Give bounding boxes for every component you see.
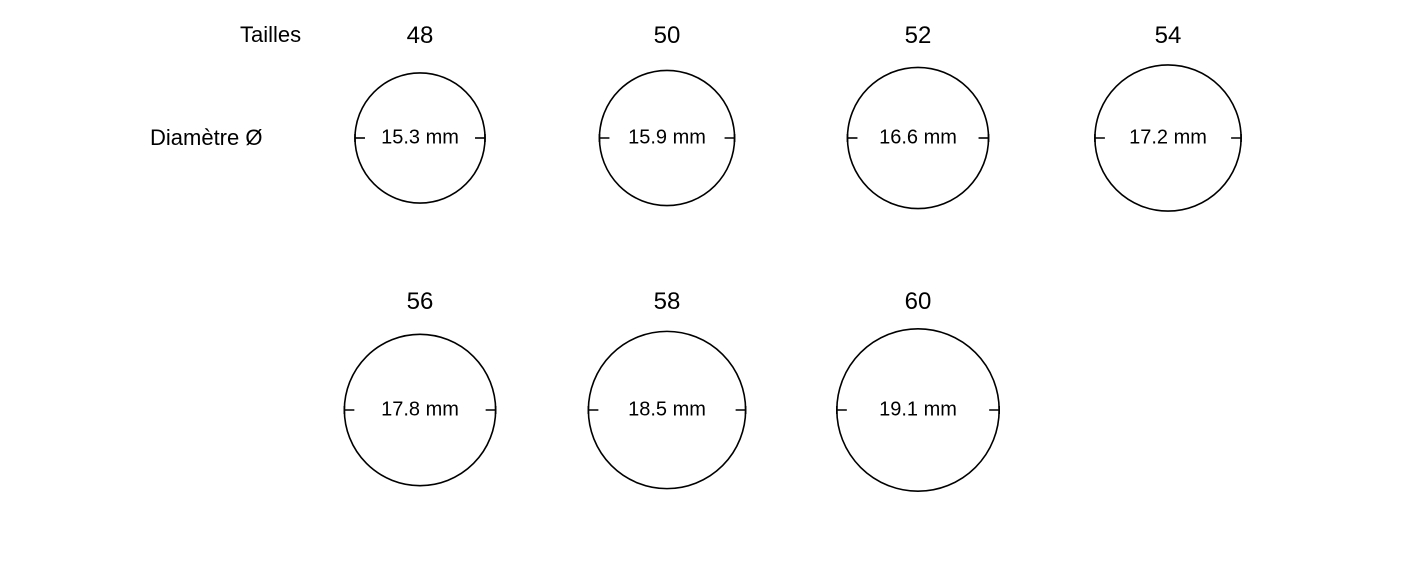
size-label: 50 [654, 22, 681, 50]
size-label: 52 [905, 22, 932, 50]
ring-circle: 19.1 mm [833, 325, 1003, 495]
size-label: 60 [905, 288, 932, 316]
diameter-label: 16.6 mm [879, 126, 957, 148]
ring-circle: 16.6 mm [843, 63, 992, 212]
ring-circle: 18.5 mm [584, 327, 749, 492]
diameter-label: 19.1 mm [879, 398, 957, 420]
label-diametre: Diamètre Ø [150, 125, 262, 151]
ring-circle: 15.3 mm [351, 69, 489, 207]
size-label: 56 [407, 288, 434, 316]
ring-size-chart: Tailles Diamètre Ø 48 15.3 mm 50 15.9 mm 52 1… [0, 0, 1425, 569]
ring-circle: 17.8 mm [340, 330, 499, 489]
ring-circle: 17.2 mm [1091, 61, 1245, 215]
size-label: 58 [654, 288, 681, 316]
diameter-label: 15.3 mm [381, 126, 459, 148]
size-label: 54 [1155, 22, 1182, 50]
diameter-label: 15.9 mm [628, 126, 706, 148]
diameter-label: 17.2 mm [1129, 126, 1207, 148]
diameter-label: 18.5 mm [628, 398, 706, 420]
ring-circle: 15.9 mm [595, 66, 738, 209]
label-tailles: Tailles [240, 22, 301, 48]
size-label: 48 [407, 22, 434, 50]
diameter-label: 17.8 mm [381, 398, 459, 420]
